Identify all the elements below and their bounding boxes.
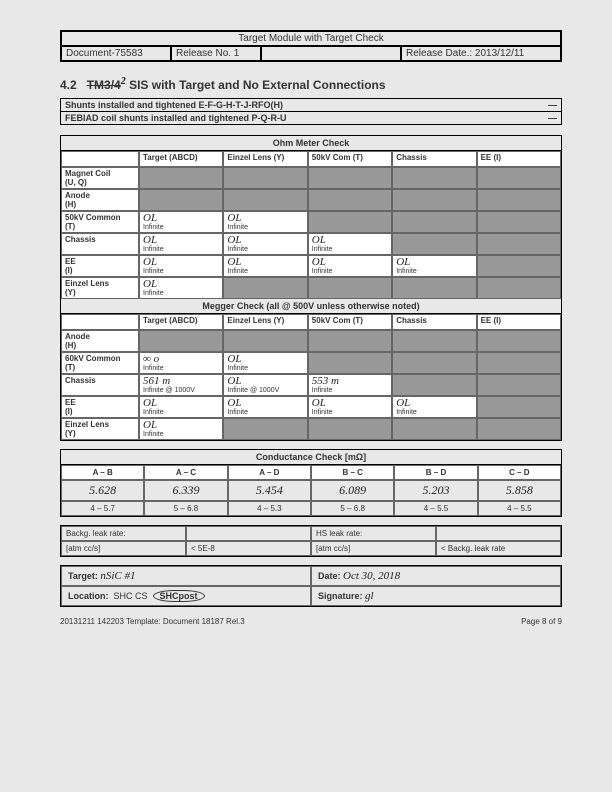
leak-rate: Backg. leak rate: HS leak rate: [atm cc/…	[60, 525, 562, 557]
signature-field: Signature: gl	[311, 586, 561, 606]
column-header: 50kV Com (T)	[308, 151, 392, 167]
check-cell	[477, 330, 561, 352]
check-cell	[308, 277, 392, 299]
check-cell	[392, 277, 476, 299]
check-cell	[223, 330, 307, 352]
check-cell: OLInfinite	[139, 233, 223, 255]
check-cell	[139, 330, 223, 352]
check-cell: 553 mInfinite	[308, 374, 392, 396]
column-header: Target (ABCD)	[139, 314, 223, 330]
check-cell: OLInfinite	[223, 255, 307, 277]
check-cell	[477, 255, 561, 277]
check-cell	[392, 233, 476, 255]
date-field: Date: Oct 30, 2018	[311, 566, 561, 586]
release-no: Release No. 1	[171, 46, 261, 61]
check-cell: OLInfinite @ 1000V	[223, 374, 307, 396]
check-cell	[392, 374, 476, 396]
row-label: 60kV Common(T)	[61, 352, 139, 374]
row-label: Anode(H)	[61, 330, 139, 352]
column-header: Einzel Lens (Y)	[223, 314, 307, 330]
check-cell	[477, 418, 561, 440]
check-cell: OLInfinite	[139, 418, 223, 440]
ohm-check: Ohm Meter Check Target (ABCD)Einzel Lens…	[60, 135, 562, 441]
check-cell: OLInfinite	[139, 396, 223, 418]
check-cell	[392, 330, 476, 352]
row-label: EE(I)	[61, 396, 139, 418]
check-cell	[139, 167, 223, 189]
check-cell	[477, 233, 561, 255]
check-cell	[308, 418, 392, 440]
check-cell	[139, 189, 223, 211]
check-cell	[392, 211, 476, 233]
conductance-check: Conductance Check [mΩ] A – BA – CA – DB …	[60, 449, 562, 517]
header-table: Target Module with Target Check Document…	[60, 30, 562, 62]
signature-block: Target: nSiC #1 Date: Oct 30, 2018 Locat…	[60, 565, 562, 607]
check-cell	[308, 211, 392, 233]
check-cell	[392, 167, 476, 189]
row-label: Chassis	[61, 374, 139, 396]
location-field: Location: SHC CS SHCpost	[61, 586, 311, 606]
column-header: EE (I)	[477, 151, 561, 167]
check-cell: OLInfinite	[308, 396, 392, 418]
page-footer: 20131211 142203 Template: Document 18187…	[60, 617, 562, 626]
check-cell: OLInfinite	[223, 211, 307, 233]
check-cell	[223, 277, 307, 299]
check-cell: 561 mInfinite @ 1000V	[139, 374, 223, 396]
check-cell	[223, 418, 307, 440]
section-heading: 4.2 TM3/42 SIS with Target and No Extern…	[60, 76, 562, 92]
check-cell: OLInfinite	[139, 255, 223, 277]
check-cell	[308, 167, 392, 189]
check-cell: OLInfinite	[139, 211, 223, 233]
target-field: Target: nSiC #1	[61, 566, 311, 586]
release-date: Release Date.: 2013/12/11	[401, 46, 561, 61]
column-header: EE (I)	[477, 314, 561, 330]
check-cell: ∞ oInfinite	[139, 352, 223, 374]
check-cell	[223, 167, 307, 189]
check-cell: OLInfinite	[392, 396, 476, 418]
row-label: Magnet Coil(U, Q)	[61, 167, 139, 189]
check-cell	[392, 189, 476, 211]
check-cell: OLInfinite	[139, 277, 223, 299]
check-cell	[392, 418, 476, 440]
check-cell	[392, 352, 476, 374]
check-cell	[477, 277, 561, 299]
check-cell	[223, 189, 307, 211]
check-cell	[477, 167, 561, 189]
column-header: Target (ABCD)	[139, 151, 223, 167]
check-cell	[477, 352, 561, 374]
row-label: Chassis	[61, 233, 139, 255]
check-cell	[477, 189, 561, 211]
check-cell: OLInfinite	[223, 396, 307, 418]
row-label: Anode(H)	[61, 189, 139, 211]
row-label: 50kV Common(T)	[61, 211, 139, 233]
header-title: Target Module with Target Check	[61, 31, 561, 46]
column-header: Einzel Lens (Y)	[223, 151, 307, 167]
check-cell: OLInfinite	[223, 233, 307, 255]
shunts-box: Shunts installed and tightened E-F-G-H-T…	[60, 98, 562, 125]
row-label: EE(I)	[61, 255, 139, 277]
check-cell	[308, 330, 392, 352]
check-cell: OLInfinite	[223, 352, 307, 374]
check-cell: OLInfinite	[308, 233, 392, 255]
column-header: 50kV Com (T)	[308, 314, 392, 330]
check-cell	[477, 374, 561, 396]
check-cell: OLInfinite	[392, 255, 476, 277]
check-cell: OLInfinite	[308, 255, 392, 277]
check-cell	[477, 396, 561, 418]
row-label: Einzel Lens(Y)	[61, 418, 139, 440]
doc-number: Document-75583	[61, 46, 171, 61]
row-label: Einzel Lens(Y)	[61, 277, 139, 299]
check-cell	[477, 211, 561, 233]
column-header: Chassis	[392, 151, 476, 167]
check-cell	[308, 189, 392, 211]
column-header: Chassis	[392, 314, 476, 330]
check-cell	[308, 352, 392, 374]
